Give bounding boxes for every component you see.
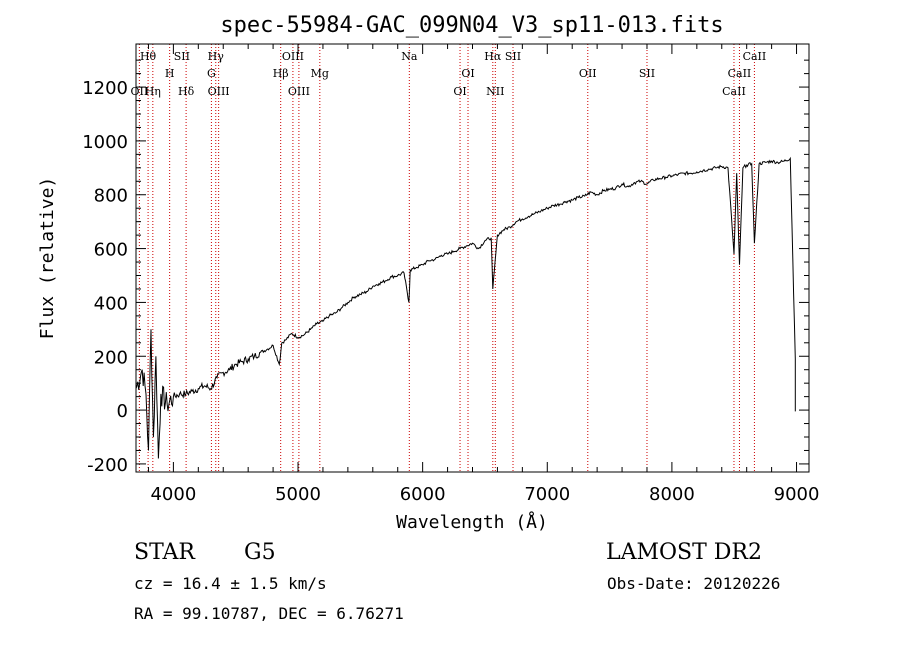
spectral-line-markers (138, 44, 755, 472)
x-axis-ticks: 4000 5000 6000 7000 8000 9000 (147, 44, 820, 505)
x-tick-label: 4000 (150, 484, 196, 505)
y-tick-label: 1000 (82, 132, 128, 153)
y-tick-label: 1200 (82, 78, 128, 99)
x-tick-label: 6000 (400, 484, 446, 505)
y-tick-label: 0 (117, 401, 128, 422)
spectral-line-label: Hβ (273, 67, 289, 80)
y-tick-label: -200 (87, 455, 128, 476)
spectral-line-label: OI (461, 67, 474, 80)
chart-title: spec-55984-GAC_099N04_V3_sp11-013.fits (220, 13, 723, 38)
spectral-line-label: SII (639, 67, 655, 80)
spectral-line-label: H (165, 67, 175, 80)
spectral-line-label: G (207, 67, 216, 80)
spectral-line-label: Na (401, 50, 418, 63)
spectral-line-label: OII (579, 67, 597, 80)
spectral-line-label: CaII (743, 50, 767, 63)
spectral-line-label: OII (131, 85, 149, 98)
x-tick-label: 7000 (524, 484, 570, 505)
spectral-line-label: NII (486, 85, 504, 98)
y-tick-label: 400 (94, 293, 128, 314)
object-class: STAR (134, 540, 196, 565)
x-axis-label: Wavelength (Å) (396, 511, 548, 533)
object-subclass: G5 (244, 540, 276, 565)
spectrum-series-line (135, 156, 796, 459)
observation-date: Obs-Date: 20120226 (607, 574, 780, 593)
x-tick-label: 8000 (649, 484, 695, 505)
redshift-info: cz = 16.4 ± 1.5 km/s (134, 574, 327, 593)
coordinates: RA = 99.10787, DEC = 6.76271 (134, 604, 404, 623)
spectral-line-label: Hα (484, 50, 502, 63)
spectral-line-label: Hη (145, 85, 161, 98)
spectral-line-label: OIII (282, 50, 304, 63)
y-axis-label: Flux (relative) (37, 177, 58, 340)
y-tick-label: 600 (94, 240, 128, 261)
survey-name: LAMOST DR2 (606, 540, 762, 565)
y-axis-ticks: -200 0 200 400 600 800 1000 1200 (82, 59, 809, 476)
spectral-line-label: Hγ (208, 50, 225, 63)
plot-frame (135, 43, 810, 473)
spectral-line-label: Hδ (178, 85, 195, 98)
spectral-line-label: OIII (208, 85, 230, 98)
x-tick-label: 5000 (275, 484, 321, 505)
y-tick-label: 200 (94, 347, 128, 368)
spectral-line-label: Hθ (140, 50, 157, 63)
spectral-line-label: CaII (722, 85, 746, 98)
spectral-line-label: SII (174, 50, 190, 63)
spectral-line-label: SII (505, 50, 521, 63)
spectral-line-label: CaII (728, 67, 752, 80)
y-tick-label: 800 (94, 186, 128, 207)
x-tick-label: 9000 (774, 484, 820, 505)
spectral-line-label: OI (453, 85, 466, 98)
spectral-line-label: OIII (288, 85, 310, 98)
spectral-line-label: Mg (311, 67, 329, 80)
